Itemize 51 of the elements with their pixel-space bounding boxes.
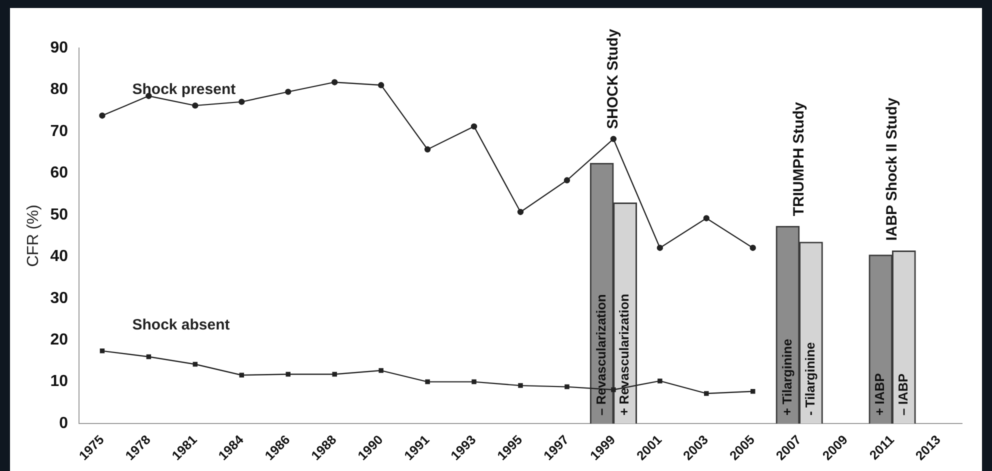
point (611, 387, 616, 392)
data-label: – Revascularization (593, 294, 608, 416)
point (192, 362, 198, 367)
series-label: Shock present (132, 81, 236, 98)
point (99, 112, 106, 119)
point (424, 146, 431, 152)
y-tick-label: 50 (50, 206, 68, 224)
data-label: + Tilarginine (779, 338, 794, 416)
y-tick-label: 60 (50, 164, 68, 182)
point (286, 372, 290, 377)
point (100, 348, 105, 354)
annotation: TRIUMPH Study (790, 101, 808, 216)
point (378, 82, 384, 88)
point (564, 177, 570, 184)
point (192, 102, 198, 109)
y-tick-label: 40 (50, 248, 68, 266)
y-tick-label: 30 (50, 290, 68, 307)
data-label: - Tilarginine (802, 342, 818, 416)
point (472, 379, 476, 384)
y-tick-label: 20 (50, 331, 68, 348)
y-tick-label: 70 (50, 122, 68, 140)
point (285, 88, 292, 95)
data-label: – IABP (895, 373, 910, 416)
y-tick-label: 10 (50, 373, 68, 390)
y-tick-label: 80 (50, 81, 68, 98)
point (517, 208, 524, 216)
point (239, 372, 244, 378)
point (703, 215, 710, 222)
data-label: + IABP (872, 372, 888, 416)
point (750, 244, 756, 251)
point (704, 391, 709, 396)
data-label: + Revascularization (616, 294, 632, 416)
point (425, 379, 430, 384)
series-label: Shock absent (132, 316, 230, 334)
y-tick-label: 90 (50, 39, 68, 56)
point (610, 136, 617, 142)
point (378, 368, 384, 373)
y-axis-title: CFR (%) (25, 204, 42, 267)
point (332, 372, 337, 377)
point (750, 389, 756, 394)
point (470, 123, 478, 130)
annotation: IABP Shock II Study (883, 97, 900, 241)
point (656, 244, 664, 251)
point (564, 384, 570, 390)
annotation: SHOCK Study (604, 28, 622, 129)
point (146, 354, 152, 360)
point (518, 383, 523, 388)
point (238, 98, 245, 105)
point (332, 79, 338, 86)
y-tick-label: 0 (59, 414, 68, 432)
point (658, 378, 662, 384)
